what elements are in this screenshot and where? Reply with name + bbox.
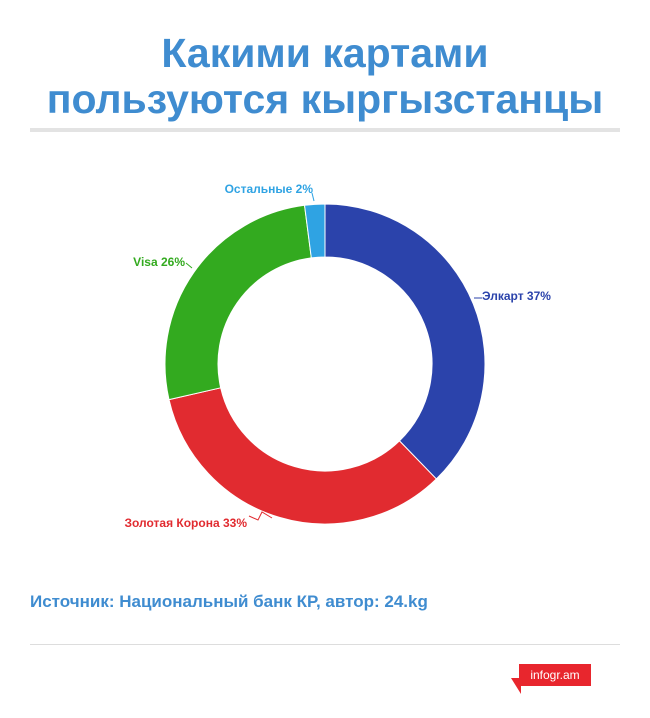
source-caption: Источник: Национальный банк КР, автор: 2… <box>30 592 428 611</box>
slice-label-3: Visa 26% <box>133 255 185 269</box>
logo-tail-shape <box>511 678 521 694</box>
footer-divider <box>30 644 620 645</box>
chart-title-line-2: пользуются кыргызстанцы <box>46 76 604 122</box>
slice-2[interactable] <box>168 387 438 525</box>
leader-line-2 <box>248 511 273 521</box>
slice-label-2: Золотая Корона 33% <box>124 516 247 530</box>
logo-text: infogr.am <box>519 664 591 686</box>
chart-title: Какими картами пользуются кыргызстанцы <box>0 30 650 122</box>
infogram-logo[interactable]: infogr.am <box>511 664 591 694</box>
slice-label-1: Элкарт 37% <box>482 289 551 303</box>
title-divider <box>30 128 620 132</box>
slice-4[interactable] <box>303 203 326 259</box>
chart-title-line-1: Какими картами <box>161 30 489 76</box>
leader-line-3 <box>185 262 193 269</box>
slice-1[interactable] <box>324 203 486 480</box>
slice-label-4: Остальные 2% <box>225 182 314 196</box>
slice-3[interactable] <box>164 204 312 401</box>
leader-line-4 <box>311 192 315 202</box>
